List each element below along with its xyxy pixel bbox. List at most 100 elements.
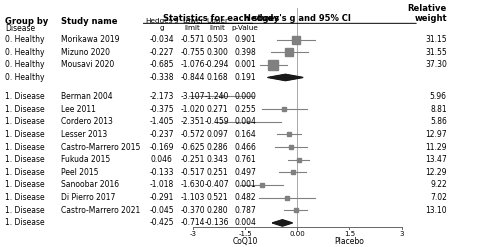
Text: 0.001: 0.001 bbox=[234, 181, 256, 189]
Text: 0. Healthy: 0. Healthy bbox=[5, 48, 45, 57]
Text: -0.517: -0.517 bbox=[180, 168, 205, 177]
Text: 0.191: 0.191 bbox=[234, 73, 256, 82]
Text: 37.30: 37.30 bbox=[425, 60, 447, 69]
Text: -1.5: -1.5 bbox=[238, 230, 252, 237]
Text: -0.237: -0.237 bbox=[149, 130, 174, 139]
Text: 8.81: 8.81 bbox=[430, 104, 447, 114]
Text: 0.286: 0.286 bbox=[206, 143, 228, 151]
Text: Disease: Disease bbox=[5, 24, 35, 33]
Text: Hedges's
g: Hedges's g bbox=[145, 18, 178, 31]
Text: Placebo: Placebo bbox=[335, 237, 365, 247]
Text: -1.630: -1.630 bbox=[180, 181, 205, 189]
Text: 31.55: 31.55 bbox=[425, 48, 447, 57]
Text: 0. Healthy: 0. Healthy bbox=[5, 73, 45, 82]
Text: 0.164: 0.164 bbox=[234, 130, 256, 139]
Text: Fukuda 2015: Fukuda 2015 bbox=[61, 155, 110, 164]
Text: -0.034: -0.034 bbox=[149, 35, 174, 44]
Text: -0.625: -0.625 bbox=[180, 143, 205, 151]
Text: -1.405: -1.405 bbox=[149, 117, 174, 126]
Text: Mousavi 2020: Mousavi 2020 bbox=[61, 60, 114, 69]
Text: 1. Disease: 1. Disease bbox=[5, 168, 45, 177]
Text: -0.685: -0.685 bbox=[149, 60, 174, 69]
Text: 7.02: 7.02 bbox=[430, 193, 447, 202]
Text: 1. Disease: 1. Disease bbox=[5, 155, 45, 164]
Text: -3: -3 bbox=[189, 230, 196, 237]
Text: 0.004: 0.004 bbox=[234, 218, 256, 227]
Text: 0.521: 0.521 bbox=[206, 193, 228, 202]
Text: Lesser 2013: Lesser 2013 bbox=[61, 130, 107, 139]
Text: -1.076: -1.076 bbox=[180, 60, 205, 69]
Text: 3: 3 bbox=[399, 230, 404, 237]
Text: -0.407: -0.407 bbox=[205, 181, 229, 189]
Text: 0.255: 0.255 bbox=[234, 104, 256, 114]
Text: Sanoobar 2016: Sanoobar 2016 bbox=[61, 181, 119, 189]
Text: -1.020: -1.020 bbox=[181, 104, 205, 114]
Text: 13.10: 13.10 bbox=[425, 206, 447, 215]
Text: 1. Disease: 1. Disease bbox=[5, 218, 45, 227]
Text: 5.86: 5.86 bbox=[430, 117, 447, 126]
Text: -0.338: -0.338 bbox=[149, 73, 174, 82]
Text: -0.169: -0.169 bbox=[149, 143, 174, 151]
Text: 0.001: 0.001 bbox=[234, 60, 256, 69]
Text: 0.280: 0.280 bbox=[206, 206, 228, 215]
Text: 31.15: 31.15 bbox=[425, 35, 447, 44]
Text: Berman 2004: Berman 2004 bbox=[61, 92, 112, 101]
Text: Relative
weight: Relative weight bbox=[408, 4, 447, 23]
Text: 0.097: 0.097 bbox=[206, 130, 228, 139]
Text: 0.251: 0.251 bbox=[206, 168, 228, 177]
Text: -2.351: -2.351 bbox=[181, 117, 205, 126]
Text: 0.497: 0.497 bbox=[234, 168, 256, 177]
Text: -1.240: -1.240 bbox=[205, 92, 229, 101]
Text: 12.29: 12.29 bbox=[425, 168, 447, 177]
Text: 1. Disease: 1. Disease bbox=[5, 181, 45, 189]
Polygon shape bbox=[268, 74, 303, 81]
Text: 0.466: 0.466 bbox=[234, 143, 256, 151]
Text: 0.761: 0.761 bbox=[234, 155, 256, 164]
Text: 0.004: 0.004 bbox=[234, 117, 256, 126]
Text: -0.571: -0.571 bbox=[180, 35, 205, 44]
Text: Cordero 2013: Cordero 2013 bbox=[61, 117, 112, 126]
Text: 1. Disease: 1. Disease bbox=[5, 206, 45, 215]
Text: Castro-Marrero 2015: Castro-Marrero 2015 bbox=[61, 143, 140, 151]
Text: 0.503: 0.503 bbox=[206, 35, 228, 44]
Text: 0.343: 0.343 bbox=[206, 155, 228, 164]
Text: 11.29: 11.29 bbox=[425, 143, 447, 151]
Text: 0.787: 0.787 bbox=[234, 206, 256, 215]
Text: 1. Disease: 1. Disease bbox=[5, 193, 45, 202]
Text: -2.173: -2.173 bbox=[149, 92, 173, 101]
Text: Group by: Group by bbox=[5, 17, 48, 26]
Text: 0.271: 0.271 bbox=[206, 104, 228, 114]
Text: 0.046: 0.046 bbox=[150, 155, 172, 164]
Text: 1. Disease: 1. Disease bbox=[5, 130, 45, 139]
Text: p-Value: p-Value bbox=[232, 25, 258, 31]
Text: 0. Healthy: 0. Healthy bbox=[5, 60, 45, 69]
Text: -0.133: -0.133 bbox=[149, 168, 174, 177]
Text: 0.398: 0.398 bbox=[234, 48, 256, 57]
Text: Morikawa 2019: Morikawa 2019 bbox=[61, 35, 119, 44]
Text: 5.96: 5.96 bbox=[430, 92, 447, 101]
Text: 13.47: 13.47 bbox=[425, 155, 447, 164]
Text: 0. Healthy: 0. Healthy bbox=[5, 35, 45, 44]
Text: -0.714: -0.714 bbox=[180, 218, 205, 227]
Text: -3.107: -3.107 bbox=[180, 92, 205, 101]
Text: -1.018: -1.018 bbox=[149, 181, 173, 189]
Text: 12.97: 12.97 bbox=[425, 130, 447, 139]
Text: Lee 2011: Lee 2011 bbox=[61, 104, 96, 114]
Text: Hedges's g and 95% CI: Hedges's g and 95% CI bbox=[244, 14, 351, 23]
Text: 1. Disease: 1. Disease bbox=[5, 104, 45, 114]
Text: -0.572: -0.572 bbox=[180, 130, 205, 139]
Text: -0.136: -0.136 bbox=[205, 218, 229, 227]
Text: -0.251: -0.251 bbox=[181, 155, 205, 164]
Text: Di Pierro 2017: Di Pierro 2017 bbox=[61, 193, 115, 202]
Text: -0.370: -0.370 bbox=[180, 206, 205, 215]
Text: 1. Disease: 1. Disease bbox=[5, 143, 45, 151]
Text: Mizuno 2020: Mizuno 2020 bbox=[61, 48, 110, 57]
Text: -0.459: -0.459 bbox=[205, 117, 229, 126]
Text: Statistics for each study: Statistics for each study bbox=[163, 14, 279, 23]
Text: -0.045: -0.045 bbox=[149, 206, 174, 215]
Text: 0.168: 0.168 bbox=[206, 73, 228, 82]
Text: Castro-Marrero 2021: Castro-Marrero 2021 bbox=[61, 206, 140, 215]
Text: CoQ10: CoQ10 bbox=[232, 237, 258, 247]
Text: Peel 2015: Peel 2015 bbox=[61, 168, 98, 177]
Polygon shape bbox=[272, 220, 293, 226]
